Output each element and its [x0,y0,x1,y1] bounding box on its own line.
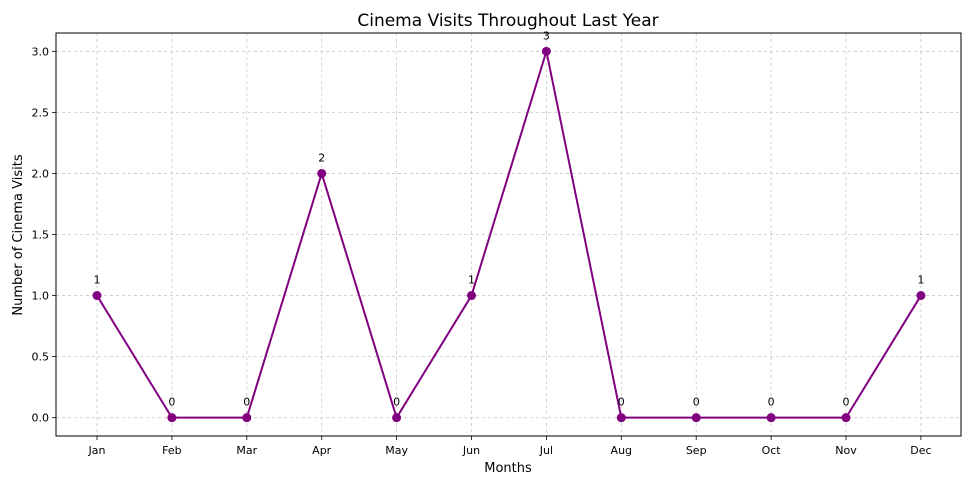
series-polyline [96,51,922,421]
data-label: 0 [168,396,175,409]
y-tick-label: 0.5 [32,351,50,364]
data-label: 1 [917,274,924,287]
data-point [242,413,252,423]
x-tick-label: Nov [835,444,857,457]
data-label: 0 [843,396,850,409]
data-point [541,46,551,56]
chart-title: Cinema Visits Throughout Last Year [357,11,658,31]
x-tick-label: May [385,444,408,457]
data-point [691,413,701,423]
data-points [92,46,926,423]
x-tick-label: Apr [312,444,332,457]
y-tick-label: 3.0 [32,45,50,58]
x-tick-label: Dec [910,444,931,457]
x-axis-title: Months [484,461,532,476]
y-axis-title: Number of Cinema Visits [11,154,26,315]
data-point [616,413,626,423]
x-tick-label: Oct [762,444,782,457]
x-tick-label: Jul [539,444,553,457]
data-label: 0 [618,396,625,409]
x-tick-label: Jan [88,444,106,457]
data-point [916,291,926,301]
data-point [766,413,776,423]
grid-lines [56,33,961,436]
data-point [317,168,327,178]
y-tick-label: 1.5 [32,229,50,242]
data-point [467,291,476,301]
data-point [92,291,102,301]
data-label: 1 [468,274,475,287]
data-label: 1 [94,274,101,287]
x-tick-label: Jun [462,444,480,457]
data-label: 2 [318,151,325,164]
y-axis: 0.0 0.5 1.0 1.5 2.0 2.5 3.0 [32,45,56,425]
y-tick-label: 2.5 [32,106,50,119]
x-tick-label: Aug [611,444,632,457]
data-label: 0 [768,396,775,409]
data-label: 0 [243,396,250,409]
y-tick-label: 0.0 [32,412,50,425]
data-label: 3 [543,29,550,42]
y-tick-label: 1.0 [32,290,50,303]
data-point [392,413,402,423]
y-tick-label: 2.0 [32,167,50,180]
data-label: 0 [693,396,700,409]
data-point [841,413,851,423]
x-tick-label: Mar [236,444,257,457]
x-axis: Jan Feb Mar Apr May Jun Jul Aug Sep Oct Nov Dec [88,436,932,457]
x-tick-label: Sep [686,444,707,457]
x-tick-label: Feb [162,444,181,457]
series-line [96,51,922,421]
data-point [167,413,177,423]
data-labels: 1 0 0 2 0 1 3 0 0 0 0 1 [94,29,925,408]
data-label: 0 [393,396,400,409]
